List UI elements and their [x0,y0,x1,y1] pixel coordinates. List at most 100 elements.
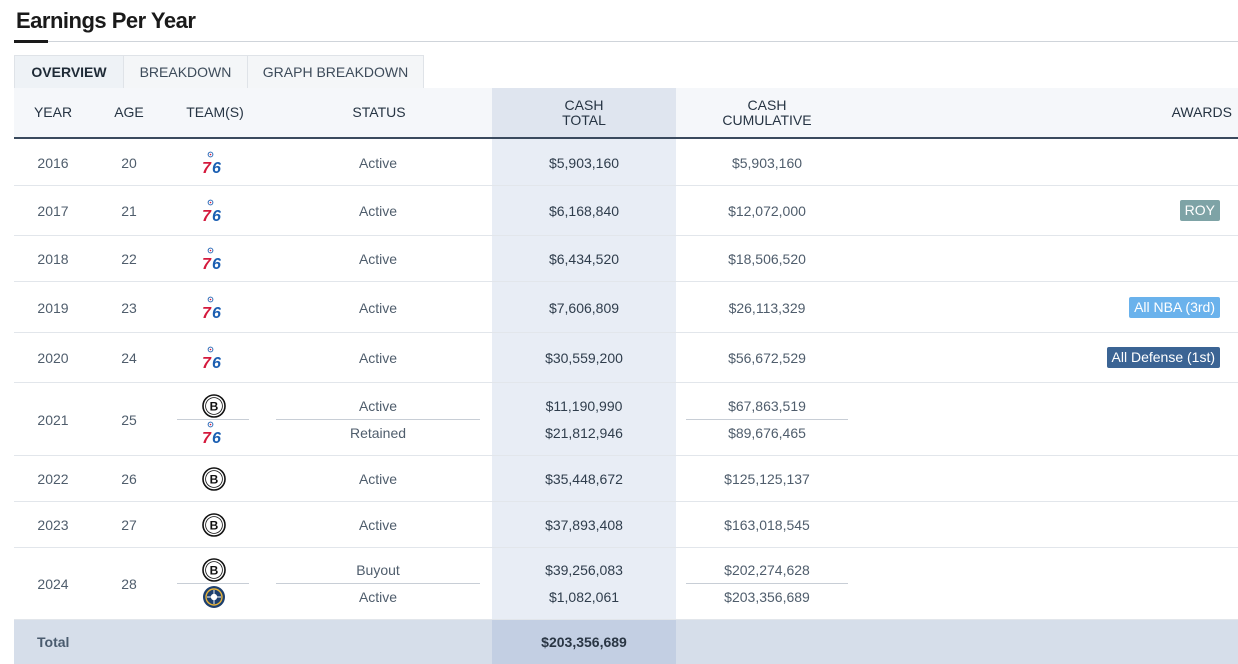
cash-cumulative-cell: $26,113,329 [728,300,806,316]
cash-total-cell: $30,559,200 [545,350,623,366]
svg-text:6: 6 [212,208,221,223]
cash-cumulative-cell: $12,072,000 [728,203,806,219]
header-teams[interactable]: TEAM(S) [186,104,244,120]
cash-cumulative-cell: $125,125,137 [724,471,810,487]
cash-total-cell: $6,434,520 [548,251,620,267]
tab-breakdown[interactable]: BREAKDOWN [123,55,248,88]
svg-text:7: 7 [202,160,212,175]
nets-logo-icon[interactable]: B [202,394,226,418]
svg-text:6: 6 [212,355,221,370]
table-header: YEAR AGE TEAM(S) STATUS CASH TOTAL CASH … [14,88,1238,139]
sub-row-divider [686,583,848,584]
table-row: 2017 21 7 6 Active $6,168,840 $12,072,000 ROY [14,186,1238,236]
sub-row-divider [686,419,848,420]
age-cell: 26 [121,471,137,487]
year-cell: 2022 [37,471,69,487]
header-cash-cum-line1: CASH [747,97,787,113]
age-cell: 21 [121,203,137,219]
svg-text:7: 7 [202,256,212,271]
status-cell: Retained [349,425,407,441]
tab-bar: OVERVIEW BREAKDOWN GRAPH BREAKDOWN [14,55,424,88]
award-badge[interactable]: ROY [1179,200,1220,221]
cash-cumulative-cell: $202,274,628 [724,562,810,578]
nuggets-logo-icon[interactable] [202,585,226,609]
cash-total-cell: $1,082,061 [548,589,620,605]
award-badge[interactable]: All Defense (1st) [1106,347,1220,368]
year-cell: 2023 [37,517,69,533]
header-cash-cum-line2: CUMULATIVE [722,112,812,128]
age-cell: 27 [121,517,137,533]
nets-logo-icon[interactable]: B [202,467,226,491]
svg-text:6: 6 [212,256,221,271]
cash-total-cell: $5,903,160 [548,155,620,171]
table-row: 2016 20 7 6 Active $5,903,160 $5,903,160 [14,139,1238,186]
cash-cumulative-cell: $5,903,160 [731,155,803,171]
cash-total-cell: $35,448,672 [545,471,623,487]
year-cell: 2017 [37,203,69,219]
year-cell: 2018 [37,251,69,267]
sub-row-divider [177,583,249,584]
cash-total-cell: $6,168,840 [548,203,620,219]
status-cell: Active [358,398,398,414]
table-row: 2023 27 B Active $37,893,408 $163,018,545 [14,502,1238,548]
age-cell: 23 [121,300,137,316]
age-cell: 28 [121,576,137,592]
nets-logo-icon[interactable]: B [202,558,226,582]
age-cell: 22 [121,251,137,267]
header-cash-cumulative[interactable]: CASH CUMULATIVE [686,98,848,128]
svg-text:6: 6 [212,430,221,445]
table-row: 2021 25 B 7 6 Active Retained $11,190,990 $21,81… [14,383,1238,456]
status-cell: Active [358,203,398,219]
svg-text:7: 7 [202,355,212,370]
table-row: 2019 23 7 6 Active $7,606,809 $26,113,329 All N… [14,282,1238,333]
status-cell: Active [358,471,398,487]
status-cell: Buyout [356,562,400,578]
table-row: 2022 26 B Active $35,448,672 $125,125,137 [14,456,1238,502]
svg-text:6: 6 [212,160,221,175]
age-cell: 20 [121,155,137,171]
title-accent-bar [14,40,48,43]
status-cell: Active [358,350,398,366]
total-label: Total [37,634,70,650]
award-badge[interactable]: All NBA (3rd) [1129,297,1220,318]
cash-total-column-highlight [492,88,676,664]
header-cash-total-line2: TOTAL [562,112,606,128]
status-cell: Active [358,517,398,533]
header-cash-total[interactable]: CASH TOTAL [492,98,676,128]
svg-text:B: B [210,518,219,532]
cash-cumulative-cell: $203,356,689 [724,589,810,605]
cash-cumulative-cell: $18,506,520 [728,251,806,267]
table-row: 2018 22 7 6 Active $6,434,520 $18,506,520 [14,236,1238,282]
tab-overview[interactable]: OVERVIEW [14,55,124,88]
year-cell: 2019 [37,300,69,316]
cash-cumulative-cell: $163,018,545 [724,517,810,533]
status-cell: Active [358,155,398,171]
age-cell: 24 [121,350,137,366]
table-row: 2024 28 B Buyout Active $39,256,083 $1,082,061… [14,548,1238,620]
cash-total-cell: $21,812,946 [545,425,623,441]
title-divider [14,41,1238,42]
cash-cumulative-cell: $56,672,529 [728,350,806,366]
cash-total-cell: $7,606,809 [548,300,620,316]
tab-graph-breakdown[interactable]: GRAPH BREAKDOWN [247,55,424,88]
year-cell: 2024 [37,576,69,592]
header-status[interactable]: STATUS [352,104,406,120]
status-cell: Active [358,589,398,605]
svg-text:B: B [210,399,219,413]
table-row: 2020 24 7 6 Active $30,559,200 $56,672,529 All … [14,333,1238,383]
header-awards[interactable]: AWARDS [1171,104,1232,120]
sub-row-divider [276,419,480,420]
cash-cumulative-cell: $67,863,519 [728,398,806,414]
nets-logo-icon[interactable]: B [202,513,226,537]
svg-text:B: B [210,472,219,486]
header-age[interactable]: AGE [114,104,144,120]
cash-total-cell: $37,893,408 [545,517,623,533]
header-year[interactable]: YEAR [33,104,73,120]
svg-text:B: B [210,563,219,577]
